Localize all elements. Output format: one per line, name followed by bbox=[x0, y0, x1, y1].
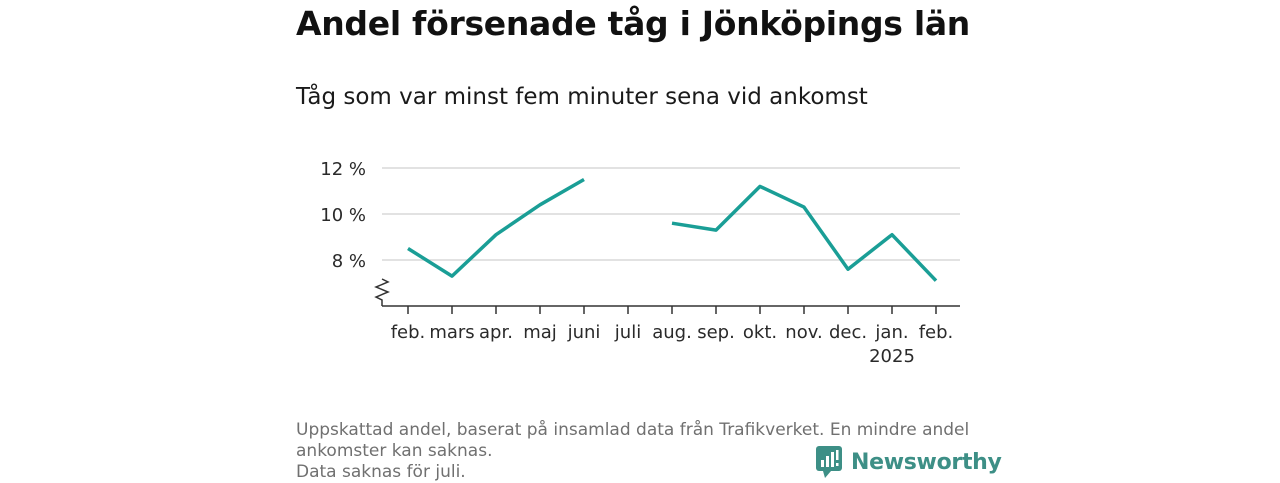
line-chart: 8 %10 %12 % feb. mars apr. maj juni juli aug. s… bbox=[320, 159, 960, 367]
series-line-segment bbox=[407, 177, 585, 278]
footnote-line-2: ankomster kan saknas. bbox=[296, 441, 493, 461]
year-label: 2025 bbox=[869, 346, 915, 367]
series-line-segment bbox=[671, 184, 938, 282]
y-tick-label: 12 % bbox=[320, 159, 366, 180]
x-tick-label: okt. bbox=[743, 322, 777, 343]
footnote-line-3: Data saknas för juli. bbox=[296, 462, 466, 482]
newsworthy-logo-icon bbox=[816, 446, 842, 478]
y-tick-label: 10 % bbox=[320, 205, 366, 226]
footnote: Uppskattad andel, baserat på insamlad da… bbox=[296, 420, 986, 483]
y-axis-ticks: 8 % 10 % 12 % bbox=[320, 159, 366, 272]
footnote-line-1: Uppskattad andel, baserat på insamlad da… bbox=[296, 420, 970, 440]
chart-subtitle: Tåg som var minst fem minuter sena vid a… bbox=[296, 84, 868, 110]
x-tick-label: aug. bbox=[652, 322, 692, 343]
brand-name: Newsworthy bbox=[851, 449, 1002, 475]
x-tick-label: dec. bbox=[829, 322, 867, 343]
x-tick-label: juli bbox=[614, 322, 641, 343]
chart-container: Andel försenade tåg i Jönköpings län Tåg… bbox=[296, 0, 1002, 483]
x-tick-label: apr. bbox=[479, 322, 513, 343]
x-tick-label: maj bbox=[523, 322, 557, 343]
x-tick-label: mars bbox=[429, 322, 474, 343]
x-tick-label: feb. bbox=[391, 322, 426, 343]
x-tick-label: jan. bbox=[874, 322, 908, 343]
y-tick-label: 8 % bbox=[332, 251, 366, 272]
axis-break bbox=[374, 278, 390, 306]
x-tick-label: nov. bbox=[785, 322, 822, 343]
brand-logo: Newsworthy bbox=[815, 445, 1002, 479]
x-tick-label: juni bbox=[567, 322, 601, 343]
x-tick-label: feb. bbox=[919, 322, 954, 343]
x-axis: feb. mars apr. maj juni juli aug. sep. okt. nov. d… bbox=[374, 278, 960, 367]
grid-lines bbox=[382, 167, 960, 261]
x-tick-label: sep. bbox=[697, 322, 735, 343]
chart-title: Andel försenade tåg i Jönköpings län bbox=[296, 4, 970, 43]
series-lines bbox=[407, 177, 938, 282]
